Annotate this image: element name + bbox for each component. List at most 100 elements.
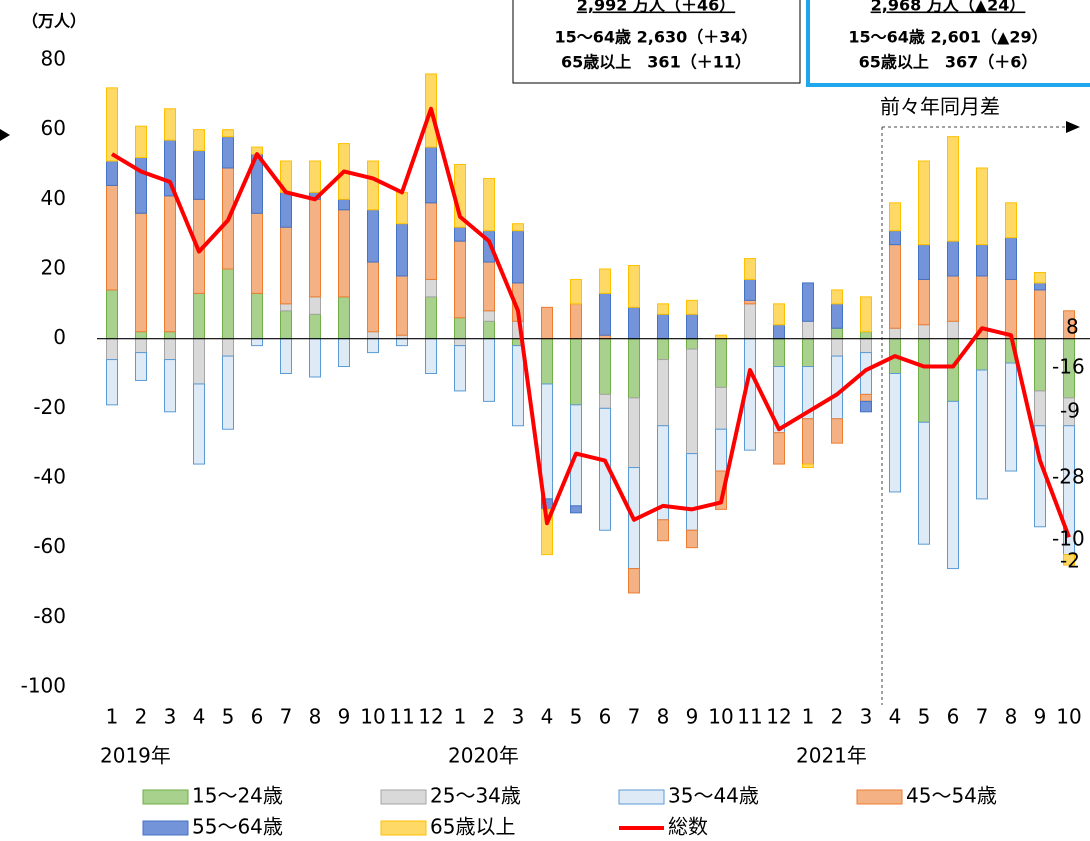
y-tick-label: -80 xyxy=(33,604,66,628)
y-tick-label: 0 xyxy=(53,325,66,349)
bar-segment xyxy=(773,324,785,340)
bar-segment xyxy=(773,338,785,368)
y-tick-label: -20 xyxy=(33,395,66,419)
x-tick-label: 1 xyxy=(106,705,119,729)
x-tick-label: 9 xyxy=(338,705,351,729)
bar-segment xyxy=(251,292,263,340)
bar-segment xyxy=(483,261,495,312)
bar-segment xyxy=(918,278,930,326)
x-tick-label: 4 xyxy=(193,705,206,729)
bar-segment xyxy=(367,160,379,211)
bar-segment xyxy=(396,191,408,225)
bar-segment xyxy=(802,418,814,465)
bar-segment xyxy=(976,338,988,371)
x-tick-label: 2 xyxy=(831,705,844,729)
bar-segment xyxy=(222,268,234,340)
bar-segment xyxy=(686,313,698,340)
x-tick-label: 12 xyxy=(418,705,443,729)
bar-segment xyxy=(570,278,582,305)
data-label: -28 xyxy=(1052,465,1085,489)
bar-segment xyxy=(1034,390,1046,427)
bar-segment xyxy=(918,160,930,246)
y-tick-label: -60 xyxy=(33,534,66,558)
bar-segment xyxy=(193,129,205,152)
bar-segment xyxy=(686,348,698,455)
bar-segment xyxy=(715,338,727,388)
bar-segment xyxy=(889,373,901,493)
bar-segment xyxy=(860,338,872,354)
year-label: 2021年 xyxy=(796,744,867,768)
data-label: -16 xyxy=(1052,355,1085,379)
bar-segment xyxy=(164,338,176,361)
year-label: 2020年 xyxy=(448,744,519,768)
bar-segment xyxy=(483,177,495,232)
bar-segment xyxy=(599,292,611,336)
bar-segment xyxy=(1005,362,1017,472)
bar-segment xyxy=(570,505,582,514)
x-tick-label: 7 xyxy=(628,705,641,729)
bar-segment xyxy=(164,331,176,340)
bar-segment xyxy=(309,160,321,193)
x-tick-label: 7 xyxy=(976,705,989,729)
legend-label: 15～24歳 xyxy=(192,784,283,808)
bar-segment xyxy=(512,230,524,284)
arrow xyxy=(1066,121,1080,133)
bar-segment xyxy=(947,400,959,570)
bar-segment xyxy=(367,331,379,340)
bar-segment xyxy=(657,303,669,315)
bar-segment xyxy=(947,136,959,242)
bar-segment xyxy=(367,209,379,263)
box-text: 2,992 万人（＋46） xyxy=(577,0,735,15)
legend-label: 35～44歳 xyxy=(668,784,759,808)
bar-segment xyxy=(860,393,872,402)
bar-segment xyxy=(425,202,437,280)
x-tick-label: 12 xyxy=(766,705,791,729)
bar-segment xyxy=(106,359,118,406)
bar-segment xyxy=(280,338,292,374)
bar-segment xyxy=(425,278,437,298)
bar-segment xyxy=(657,359,669,427)
legend-label: 65歳以上 xyxy=(430,815,515,839)
bar-segment xyxy=(802,463,814,469)
bar-segment xyxy=(512,345,524,427)
bar-segment xyxy=(976,244,988,277)
bar-segment xyxy=(1063,554,1075,566)
bar-segment xyxy=(193,383,205,465)
bar-segment xyxy=(773,432,785,465)
bar-segment xyxy=(686,453,698,531)
bar-segment xyxy=(947,338,959,402)
bar-segment xyxy=(715,428,727,472)
bar-segment xyxy=(454,345,466,392)
bar-segment xyxy=(773,303,785,326)
x-tick-label: 2 xyxy=(483,705,496,729)
bar-segment xyxy=(889,244,901,329)
bar-segment xyxy=(512,223,524,232)
bar-segment xyxy=(802,282,814,322)
bar-segment xyxy=(1034,282,1046,291)
bar-segment xyxy=(454,317,466,340)
bar-segment xyxy=(135,338,147,354)
bar-segment xyxy=(860,400,872,413)
x-tick-label: 10 xyxy=(1056,705,1081,729)
bar-segment xyxy=(338,296,350,340)
box-text: 15～64歳 2,630（＋34） xyxy=(555,28,758,47)
bar-segment xyxy=(106,338,118,361)
bar-segment xyxy=(309,338,321,378)
bar-segment xyxy=(1005,278,1017,340)
bar-segment xyxy=(918,244,930,280)
bar-segment xyxy=(396,338,408,347)
bar-segment xyxy=(309,313,321,340)
bar-segment xyxy=(106,160,118,186)
bar-segment xyxy=(802,320,814,340)
bar-segment xyxy=(164,359,176,413)
bar-segment xyxy=(280,303,292,312)
x-tick-label: 9 xyxy=(1034,705,1047,729)
legend-swatch xyxy=(380,820,427,836)
bar-segment xyxy=(628,338,640,399)
bar-segment xyxy=(744,258,756,280)
bar-segment xyxy=(483,338,495,402)
bar-segment xyxy=(1005,202,1017,239)
y-tick-label: 60 xyxy=(41,116,66,140)
bar-segment xyxy=(541,338,553,385)
